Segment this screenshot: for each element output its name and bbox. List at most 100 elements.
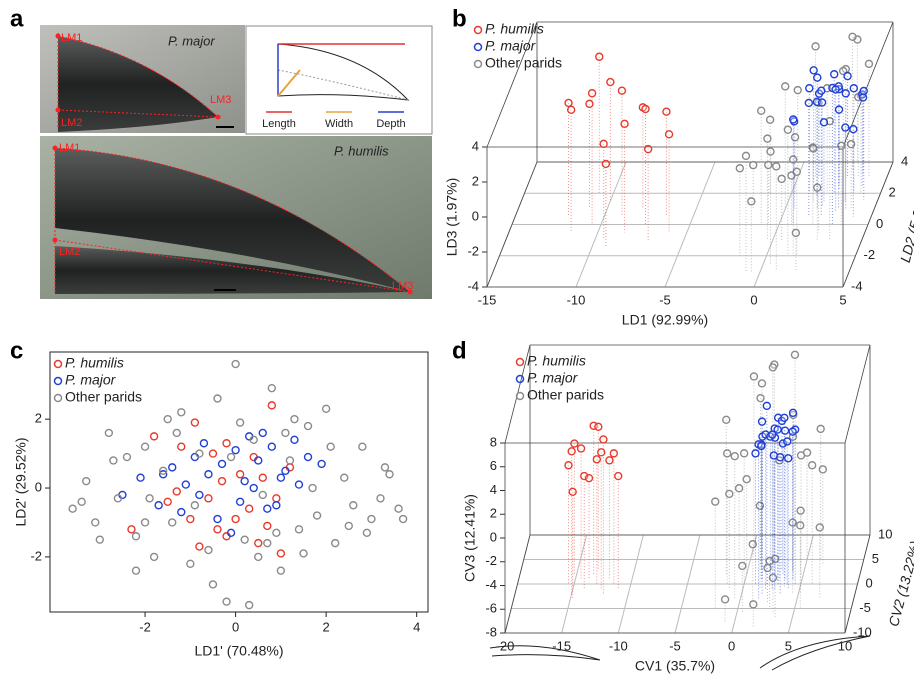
point	[783, 437, 792, 446]
panel-label: a	[10, 5, 24, 32]
beak-outline	[489, 645, 601, 661]
point	[254, 538, 263, 548]
point	[807, 461, 817, 470]
measure-diagram	[245, 25, 433, 135]
point	[765, 556, 774, 566]
point	[757, 379, 767, 388]
z-tick-label: -4	[467, 278, 479, 293]
point	[367, 514, 376, 524]
point	[864, 59, 874, 69]
point	[113, 494, 123, 503]
y-tick-label: -4	[851, 278, 863, 293]
legend-label: Other parids	[65, 389, 142, 405]
point	[254, 456, 263, 465]
point	[158, 466, 168, 476]
point	[299, 549, 308, 558]
point	[585, 99, 594, 109]
point	[592, 455, 602, 464]
z-tick-label: 8	[490, 434, 497, 449]
panel-label: b	[452, 5, 467, 32]
point	[127, 525, 136, 534]
point	[163, 497, 172, 507]
y-tick-label: -2	[30, 548, 42, 563]
point	[91, 518, 100, 527]
point	[68, 504, 77, 513]
z-tick-label: -2	[467, 243, 479, 258]
point	[662, 107, 671, 116]
y-tick-label: 5	[872, 551, 879, 566]
measure-label: Length	[262, 118, 296, 130]
y-tick-label: -2	[864, 247, 876, 262]
point	[594, 422, 603, 431]
point	[213, 525, 222, 534]
point	[208, 449, 218, 458]
point	[145, 494, 154, 503]
point	[77, 497, 86, 507]
point	[158, 470, 168, 479]
point	[190, 501, 200, 510]
point	[620, 119, 629, 129]
point	[226, 452, 236, 462]
point	[780, 413, 789, 423]
legend-marker	[473, 25, 483, 35]
y-tick-label: 0	[876, 216, 883, 231]
box-edge	[486, 161, 538, 288]
point	[204, 545, 213, 555]
measure-label: Depth	[376, 118, 405, 130]
point	[790, 350, 800, 359]
point	[643, 144, 653, 154]
point	[149, 552, 159, 562]
y-axis-title: CV2 (13.22%)	[885, 539, 914, 628]
point	[843, 71, 852, 81]
point	[358, 442, 367, 451]
point	[830, 70, 839, 79]
point	[109, 456, 118, 465]
point	[617, 86, 627, 95]
point	[711, 497, 720, 506]
point	[272, 528, 281, 537]
legend-marker	[515, 357, 525, 367]
x-tick-label: 10	[838, 638, 852, 653]
point	[204, 470, 213, 479]
legend-label: P. humilis	[527, 353, 586, 369]
point	[204, 494, 213, 503]
point	[186, 514, 195, 524]
z-axis-title: CV3 (12.41%)	[462, 494, 478, 582]
z-tick-label: 2	[490, 506, 497, 521]
point	[294, 480, 304, 489]
point	[601, 159, 611, 169]
point	[757, 417, 767, 426]
grid-line	[731, 534, 758, 634]
grid-line	[753, 161, 805, 288]
legend-marker	[473, 42, 483, 52]
point	[790, 133, 800, 142]
grid-line	[561, 534, 588, 634]
point	[564, 98, 573, 108]
grid-line	[787, 534, 814, 634]
point	[263, 521, 272, 531]
point	[330, 538, 340, 548]
point	[281, 428, 290, 438]
point	[722, 415, 731, 425]
point	[244, 600, 254, 610]
point	[231, 445, 240, 455]
point	[308, 483, 317, 493]
point	[140, 442, 150, 451]
point	[597, 448, 606, 457]
point	[739, 449, 749, 458]
landmark: LM2	[59, 246, 80, 258]
point	[267, 442, 277, 451]
point	[599, 435, 608, 444]
y-tick-label: 4	[901, 153, 908, 168]
x-tick-label: -5	[659, 292, 671, 307]
point	[149, 432, 159, 441]
point	[738, 561, 747, 571]
point	[606, 77, 615, 87]
point	[566, 105, 576, 115]
point	[789, 115, 798, 124]
point	[317, 459, 326, 469]
point	[240, 535, 249, 544]
landmark: LM3	[392, 280, 413, 292]
point	[177, 442, 186, 451]
